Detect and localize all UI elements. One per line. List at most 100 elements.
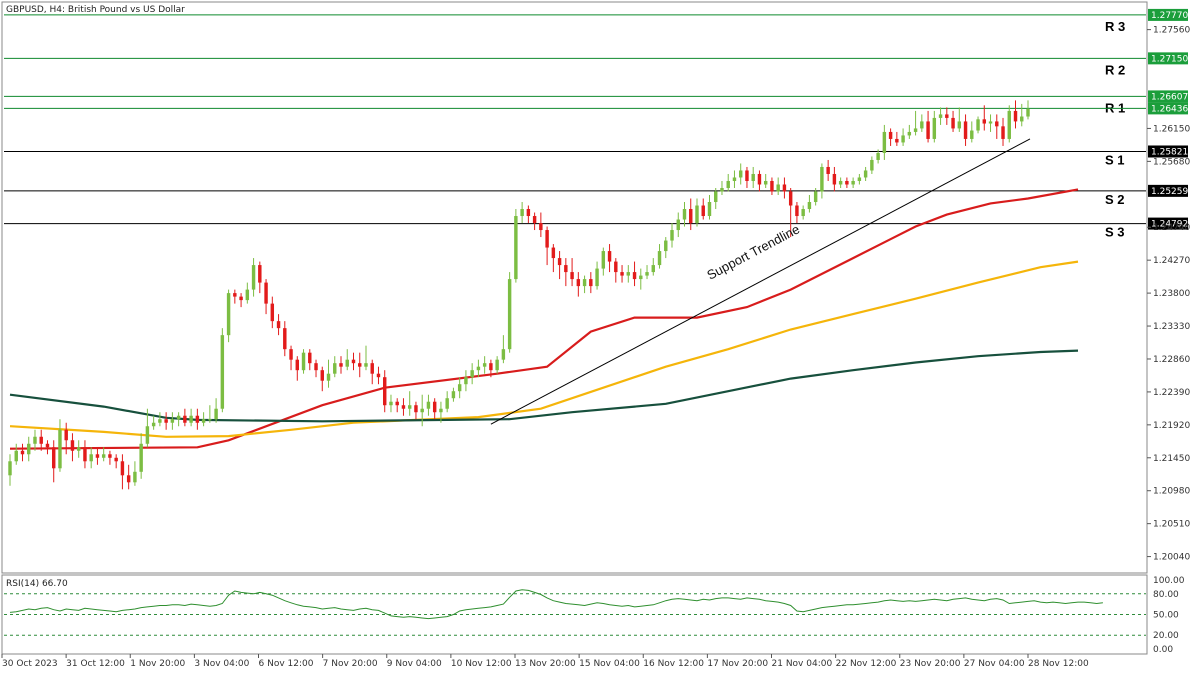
x-tick-label: 6 Nov 12:00 xyxy=(259,659,314,669)
candle-body xyxy=(358,363,362,367)
candle-body xyxy=(214,408,218,420)
y-tick-label: 1.21920 xyxy=(1153,421,1190,431)
candle-body xyxy=(314,363,318,371)
price-tag xyxy=(1148,90,1188,103)
candle-body xyxy=(913,128,918,132)
y-tick-label: 1.24270 xyxy=(1153,256,1190,266)
candle-body xyxy=(264,282,268,304)
candle-body xyxy=(845,180,849,185)
level-label-r2: R 2 xyxy=(1105,62,1125,77)
candle-body xyxy=(482,363,487,367)
candle-body xyxy=(926,121,930,139)
candle-body xyxy=(957,121,962,129)
candle-body xyxy=(907,131,912,136)
candle-body xyxy=(782,184,787,192)
price-tag xyxy=(1148,8,1188,21)
candle-body xyxy=(364,363,368,367)
candle-body xyxy=(189,415,193,423)
candle-body xyxy=(901,135,905,143)
support-trendline xyxy=(490,138,1031,425)
y-tick-label: 1.22390 xyxy=(1153,388,1190,398)
y-tick-label: 1.24740 xyxy=(1153,223,1190,233)
candle-body xyxy=(495,359,499,371)
candle-body xyxy=(226,293,231,336)
candle-body xyxy=(788,191,793,206)
candle-body xyxy=(520,209,524,217)
candle-body xyxy=(670,230,674,241)
x-tick-label: 23 Nov 20:00 xyxy=(900,659,961,669)
candle-body xyxy=(158,419,162,423)
x-tick-label: 13 Nov 20:00 xyxy=(515,659,576,669)
candle-body xyxy=(951,117,955,129)
candle-body xyxy=(233,293,237,297)
candle-body xyxy=(339,363,343,367)
candle-body xyxy=(239,296,243,301)
candle-body xyxy=(164,419,168,423)
candle-body xyxy=(695,205,699,224)
candle-body xyxy=(89,454,93,462)
candle-body xyxy=(813,191,818,203)
candle-body xyxy=(139,443,143,472)
candle-body xyxy=(464,377,468,385)
candle-body xyxy=(707,202,712,217)
candle-body xyxy=(295,359,300,371)
candle-body xyxy=(720,187,724,192)
candle-body xyxy=(776,184,780,192)
y-tick-label: 1.27560 xyxy=(1153,26,1190,36)
candle-body xyxy=(945,114,949,118)
candle-body xyxy=(570,272,574,280)
candle-body xyxy=(476,366,481,371)
rsi-tick-label: 50.00 xyxy=(1153,611,1179,621)
x-tick-label: 15 Nov 04:00 xyxy=(579,659,640,669)
candle-body xyxy=(95,454,100,458)
price-tag-label: 1.25259 xyxy=(1151,187,1188,197)
candle-body xyxy=(289,349,293,360)
moving-average-line xyxy=(9,188,1079,450)
candle-body xyxy=(757,173,762,185)
price-tag xyxy=(1148,217,1188,230)
candle-body xyxy=(820,166,824,192)
candle-body xyxy=(370,363,374,374)
price-panel-frame xyxy=(1,1,1148,574)
candle-body xyxy=(976,119,980,131)
candle-body xyxy=(539,223,543,231)
current-price-label: 1.26436 xyxy=(1151,104,1188,114)
candle-body xyxy=(876,152,880,160)
candle-body xyxy=(1020,116,1024,122)
candle-body xyxy=(33,436,37,444)
candle-body xyxy=(932,117,937,139)
current-price-tag xyxy=(1148,102,1188,115)
rsi-tick-label: 20.00 xyxy=(1153,631,1179,641)
candle-body xyxy=(126,475,131,483)
candle-body xyxy=(863,170,868,178)
candle-body xyxy=(620,272,624,276)
candle-body xyxy=(58,429,62,469)
price-tag xyxy=(1148,145,1188,158)
candle-body xyxy=(351,359,356,364)
candle-body xyxy=(426,401,431,409)
candle-body xyxy=(763,180,768,185)
candle-body xyxy=(470,370,474,378)
candle-body xyxy=(501,349,506,360)
candle-body xyxy=(826,166,830,174)
candle-body xyxy=(133,471,137,483)
y-tick-label: 1.26150 xyxy=(1153,124,1190,134)
candle-body xyxy=(564,265,568,273)
level-label-r3: R 3 xyxy=(1105,19,1125,34)
candle-body xyxy=(970,130,974,139)
candle-body xyxy=(445,398,449,409)
candle-body xyxy=(832,173,837,185)
y-tick-label: 1.23800 xyxy=(1153,289,1190,299)
candle-body xyxy=(732,177,737,181)
candle-body xyxy=(301,352,306,371)
candle-body xyxy=(639,275,643,280)
price-tag xyxy=(1148,184,1188,197)
candle-body xyxy=(745,170,749,181)
candle-body xyxy=(576,279,581,287)
candle-body xyxy=(526,209,531,217)
x-tick-label: 21 Nov 04:00 xyxy=(772,659,833,669)
candle-body xyxy=(108,454,112,458)
rsi-tick-label: 80.00 xyxy=(1153,590,1179,600)
candle-body xyxy=(145,426,150,444)
